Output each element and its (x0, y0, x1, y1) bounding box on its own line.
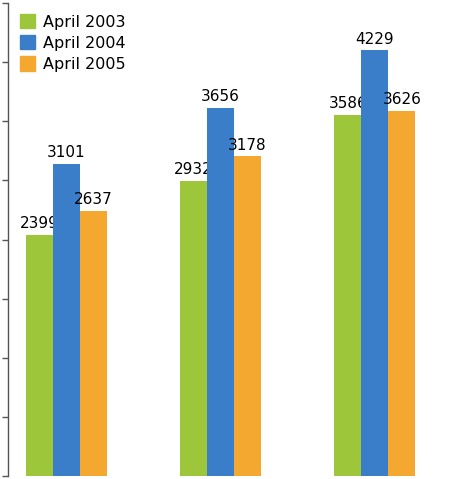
Bar (361, 50, 388, 476)
Bar (180, 181, 207, 476)
Text: 2637: 2637 (74, 192, 112, 207)
Text: 3101: 3101 (47, 145, 85, 160)
Text: 2399: 2399 (20, 216, 59, 231)
Text: 3626: 3626 (383, 92, 421, 107)
Bar (388, 111, 415, 476)
Bar (207, 108, 234, 476)
Text: 4229: 4229 (356, 32, 394, 46)
Legend: April 2003, April 2004, April 2005: April 2003, April 2004, April 2005 (16, 11, 129, 75)
Bar (26, 235, 53, 476)
Bar (234, 156, 261, 476)
Bar (80, 211, 107, 476)
Text: 3656: 3656 (201, 90, 240, 104)
Bar (334, 115, 361, 476)
Text: 3586: 3586 (328, 96, 367, 112)
Bar (53, 164, 80, 476)
Text: 2932: 2932 (174, 162, 213, 177)
Text: 3178: 3178 (228, 137, 267, 153)
